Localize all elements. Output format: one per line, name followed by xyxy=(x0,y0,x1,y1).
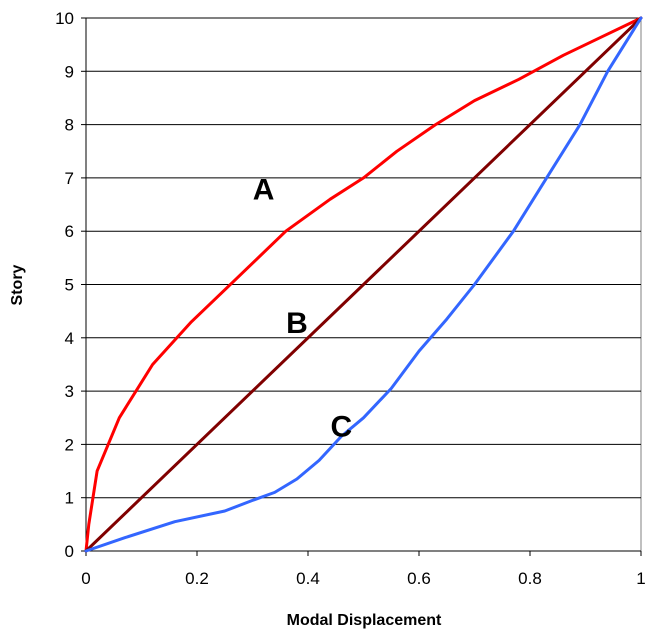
y-tick-label: 8 xyxy=(65,116,74,135)
series-line-b xyxy=(84,16,643,553)
y-tick-label: 4 xyxy=(65,329,74,348)
curve-label-c: C xyxy=(330,411,352,444)
x-tick-label: 0.4 xyxy=(296,569,320,588)
y-tick-label: 7 xyxy=(65,169,74,188)
x-tick-label: 0.8 xyxy=(518,569,542,588)
curve-label-b: B xyxy=(286,307,308,340)
y-tick-label: 2 xyxy=(65,435,74,454)
x-tick-label: 0 xyxy=(81,569,90,588)
y-tick-label: 0 xyxy=(65,542,74,561)
x-tick-label: 1 xyxy=(636,569,645,588)
curve-label-a: A xyxy=(253,174,275,207)
x-tick-label: 0.2 xyxy=(185,569,209,588)
y-axis-title: Story xyxy=(9,264,26,305)
x-axis-title: Modal Displacement xyxy=(287,612,442,629)
x-tick-label: 0.6 xyxy=(407,569,431,588)
y-tick-label: 1 xyxy=(65,489,74,508)
y-tick-labels: 0 1 2 3 4 5 6 7 8 9 10 xyxy=(55,9,74,561)
series-line-a xyxy=(84,16,643,553)
y-tick-label: 10 xyxy=(55,9,74,28)
gridlines xyxy=(86,17,641,499)
y-tick-label: 3 xyxy=(65,382,74,401)
y-tick-label: 9 xyxy=(65,62,74,81)
series-line-c xyxy=(84,16,643,553)
series-layer xyxy=(84,16,643,553)
y-tick-label: 5 xyxy=(65,276,74,295)
x-tick-labels: 0 0.2 0.4 0.6 0.8 1 xyxy=(81,569,645,588)
curve-labels: A B C xyxy=(253,174,352,444)
y-tick-label: 6 xyxy=(65,222,74,241)
